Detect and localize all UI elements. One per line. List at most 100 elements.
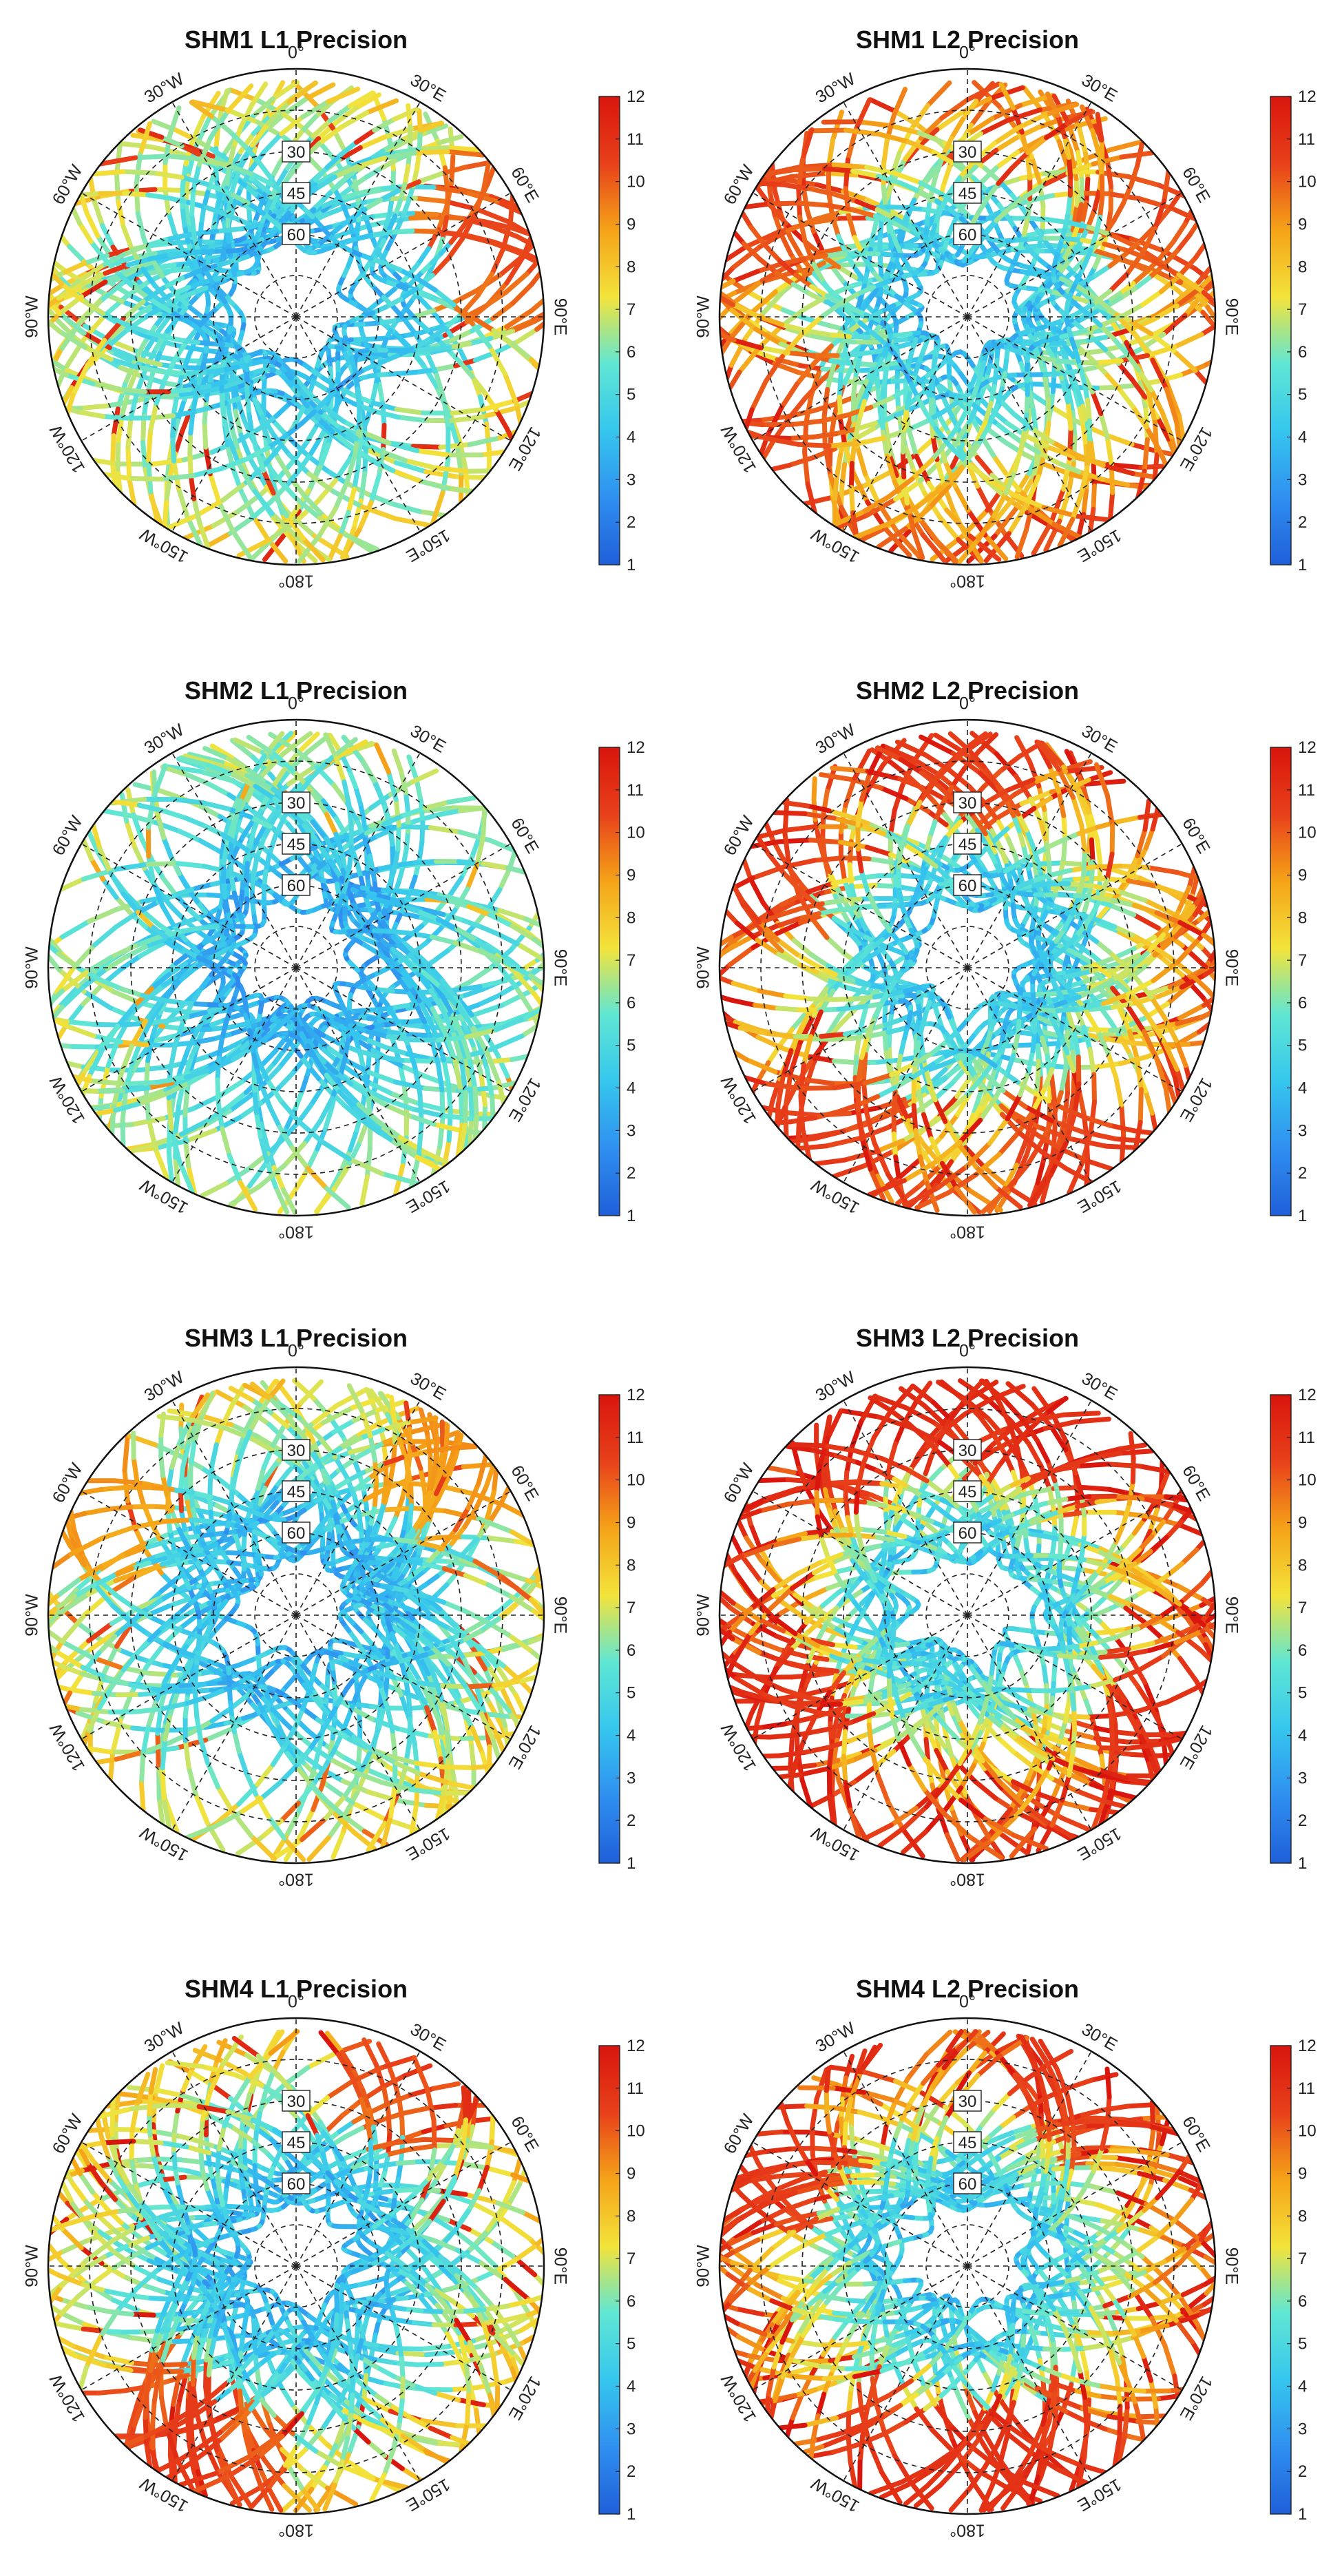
azimuth-label: 150°E [403, 526, 453, 565]
track-segment [789, 458, 812, 466]
track-segment [460, 808, 485, 811]
track-segment [361, 759, 374, 781]
track-segment [1119, 364, 1132, 380]
track-segment [409, 757, 417, 780]
track-segment [116, 913, 137, 927]
track-segment [293, 1059, 304, 1073]
track-segment [300, 1105, 311, 1121]
track-segment [826, 254, 846, 256]
track-segment [1109, 436, 1132, 444]
track-segment [205, 422, 206, 447]
track-segment [391, 1006, 408, 1008]
track-segment [1131, 165, 1137, 185]
track-segment [191, 415, 193, 433]
track-segment [81, 406, 107, 408]
track-segment [491, 841, 522, 854]
track-segment [907, 208, 924, 210]
track-segment [733, 271, 757, 281]
azimuth-label: 180° [278, 571, 314, 590]
track-segment [1048, 399, 1049, 423]
track-segment [94, 927, 116, 945]
track-segment [434, 951, 448, 961]
track-segment [856, 100, 870, 130]
track-segment [437, 366, 455, 369]
colorbar-tick-label: 9 [627, 216, 636, 234]
track-segment [185, 1092, 187, 1115]
track-segment [828, 335, 850, 337]
track-segment [190, 433, 191, 454]
track-segment [1047, 220, 1067, 222]
track-segment [417, 780, 421, 802]
track-segment [324, 1035, 338, 1043]
track-segment [151, 147, 178, 152]
track-segment [415, 862, 436, 863]
track-segment [1078, 152, 1082, 179]
track-segment [75, 194, 101, 196]
track-segment [155, 189, 180, 190]
track-segment [392, 844, 393, 863]
track-segment [357, 220, 359, 238]
azimuth-label: 90°W [23, 295, 42, 338]
track-segment [1053, 193, 1079, 196]
track-segment [414, 349, 431, 350]
track-segment [118, 202, 124, 227]
track-segment [1203, 355, 1225, 366]
track-segment [1073, 437, 1075, 464]
track-segment [858, 122, 890, 126]
track-segment [169, 390, 190, 392]
track-segment [489, 453, 490, 483]
track-segment [173, 435, 174, 461]
track-segment [63, 922, 90, 937]
track-segment [207, 533, 231, 546]
track-segment [206, 244, 222, 247]
track-segment [143, 417, 144, 442]
track-segment [182, 164, 186, 186]
track-segment [879, 134, 908, 142]
track-segment [1053, 360, 1073, 362]
track-segment [1154, 455, 1157, 489]
track-segment [89, 910, 116, 922]
track-segment [1139, 198, 1171, 208]
track-segment [417, 450, 448, 455]
track-segment [222, 391, 224, 413]
track-segment [196, 884, 213, 889]
track-segment [78, 412, 103, 417]
track-segment [824, 169, 852, 171]
track-segment [166, 236, 185, 240]
track-segment [164, 838, 171, 856]
track-segment [169, 212, 175, 233]
track-segment [404, 1034, 426, 1035]
track-segment [349, 770, 355, 787]
track-segment [151, 404, 156, 430]
track-segment [278, 1074, 293, 1089]
track-segment [854, 375, 857, 396]
track-segment [424, 295, 440, 301]
azimuth-label: 0° [288, 43, 304, 63]
track-segment [517, 944, 537, 955]
track-segment [513, 344, 532, 360]
track-segment [794, 169, 824, 170]
track-segment [883, 373, 886, 390]
colorbar-tick-label: 7 [627, 300, 636, 319]
track-segment [739, 204, 770, 208]
track-segment [492, 249, 503, 274]
elevation-label: 30 [287, 143, 306, 162]
track-segment [122, 795, 127, 822]
colorbar-tick-label: 8 [627, 258, 636, 276]
track-segment [449, 1085, 451, 1112]
track-segment [943, 167, 950, 186]
track-segment [302, 1074, 308, 1090]
track-segment [371, 232, 390, 236]
track-segment [396, 519, 432, 526]
track-segment [405, 166, 408, 184]
track-segment [366, 168, 381, 178]
track-segment [441, 444, 470, 447]
track-segment [1099, 154, 1102, 177]
track-segment [952, 120, 963, 138]
track-segment [365, 448, 366, 474]
azimuth-label: 0° [959, 43, 976, 63]
track-segment [307, 425, 317, 442]
track-segment [1144, 439, 1147, 471]
track-segment [459, 477, 494, 478]
